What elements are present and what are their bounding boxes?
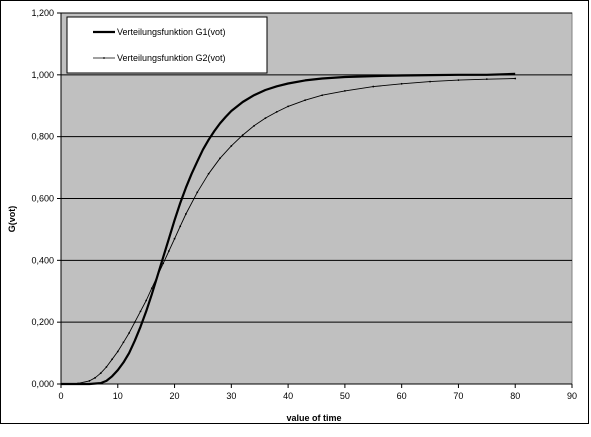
point-g2-35: [457, 79, 460, 81]
series-line-g2: [60, 78, 516, 385]
point-g2-33: [400, 82, 403, 85]
point-g2-18: [179, 225, 182, 228]
x-axis-title: value of time: [286, 413, 341, 423]
point-g2-4: [99, 372, 102, 375]
legend: Verteilungsfunktion G1(vot) Verteilungsf…: [66, 16, 268, 74]
point-g2-25: [253, 124, 255, 127]
point-g2-10: [133, 321, 136, 324]
x-tick-label-1: 10: [113, 391, 123, 401]
point-g2-24: [241, 134, 244, 137]
point-g2-29: [304, 99, 307, 102]
point-g2-31: [343, 90, 346, 92]
y-tick-label-0: 0,000: [31, 379, 54, 389]
point-g2-37: [514, 77, 517, 80]
tick-labels: 0 10 20 30 40 50 60 70 80 90 0,000 0,200 0,400 0,600 0…: [31, 8, 577, 401]
point-g2-11: [139, 310, 142, 313]
point-g2-0: [60, 383, 62, 385]
legend-box: [66, 16, 268, 74]
point-g2-1: [77, 382, 79, 385]
legend-label-g1: Verteilungsfunktion G1(vot): [117, 27, 226, 37]
point-g2-28: [287, 105, 290, 108]
series-lines: [60, 72, 517, 386]
point-g2-27: [275, 111, 278, 113]
x-tick-label-9: 90: [567, 391, 577, 401]
y-tick-label-1: 0,200: [31, 317, 54, 327]
point-g2-5: [105, 366, 108, 368]
point-g2-32: [372, 85, 375, 88]
point-g2-2: [88, 380, 91, 382]
x-tick-label-3: 30: [226, 391, 236, 401]
point-g2-13: [150, 287, 153, 290]
point-g2-22: [219, 157, 221, 160]
point-g2-20: [196, 191, 199, 194]
legend-marker-g2: [103, 57, 105, 59]
point-g2-14: [156, 274, 159, 277]
y-axis-title: G(vot): [7, 206, 17, 233]
point-g2-3: [94, 376, 96, 379]
x-tick-label-7: 70: [453, 391, 463, 401]
x-tick-label-2: 20: [170, 391, 180, 401]
point-g2-19: [185, 213, 187, 215]
point-g2-17: [173, 237, 176, 240]
point-g2-21: [207, 172, 210, 175]
point-g2-6: [111, 358, 113, 361]
series-line-g1: [61, 72, 516, 386]
point-g2-12: [145, 299, 148, 302]
legend-label-g2: Verteilungsfunktion G2(vot): [117, 53, 226, 63]
y-tick-label-3: 0,600: [31, 194, 54, 204]
grid-lines: [61, 12, 572, 323]
y-tick-label-6: 1,200: [31, 8, 54, 18]
y-tick-label-5: 1,000: [31, 70, 54, 80]
point-g2-23: [230, 145, 233, 147]
y-tick-label-2: 0,400: [31, 255, 54, 265]
chart-frame: 0 10 20 30 40 50 60 70 80 90 0,000 0,200 0,400 0,600 0…: [0, 0, 589, 424]
point-g2-15: [162, 262, 165, 265]
point-g2-26: [264, 117, 267, 120]
point-g2-36: [485, 78, 488, 81]
y-tick-label-4: 0,800: [31, 132, 54, 142]
x-tick-label-0: 0: [58, 391, 63, 401]
point-g2-34: [429, 80, 431, 83]
point-g2-8: [122, 341, 125, 344]
point-g2-30: [321, 94, 324, 97]
point-g2-7: [116, 350, 119, 353]
point-g2-16: [167, 250, 170, 252]
x-tick-label-5: 50: [340, 391, 350, 401]
x-tick-label-8: 80: [510, 391, 520, 401]
x-tick-label-6: 60: [397, 391, 407, 401]
point-g2-9: [128, 332, 131, 334]
x-tick-label-4: 40: [283, 391, 293, 401]
